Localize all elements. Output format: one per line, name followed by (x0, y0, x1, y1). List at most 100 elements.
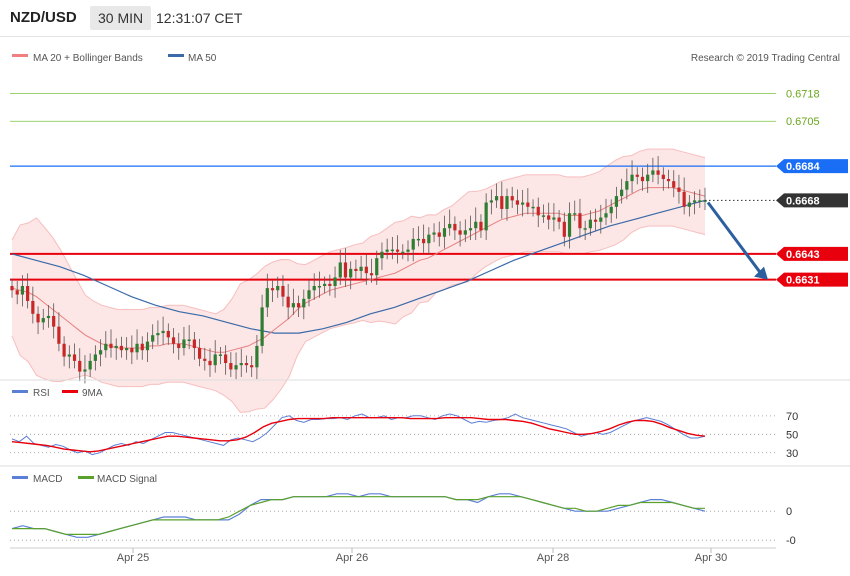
candle-body (119, 345, 124, 351)
candle-body (260, 307, 264, 346)
candle-body (515, 200, 520, 205)
x-tick-label: Apr 26 (336, 552, 368, 564)
level-label-4: 0.6631 (786, 275, 820, 287)
candle-body (510, 196, 514, 201)
candle-body (593, 219, 598, 222)
candle-body (385, 249, 389, 252)
candle-body (135, 343, 139, 353)
candle-body (656, 170, 660, 175)
candle-body (599, 217, 603, 222)
candle-body (364, 266, 368, 274)
forecast-arrow-head (754, 266, 768, 280)
rsi-tick-label: 70 (786, 411, 798, 423)
candle-body (531, 206, 535, 209)
candle-body (427, 234, 431, 244)
candle-body (276, 285, 280, 291)
header-divider (0, 36, 850, 37)
macd-legend: MACD MACD Signal (12, 474, 157, 485)
ma9-swatch (62, 390, 78, 393)
candle-body (255, 345, 259, 368)
rsi-panel: 70 50 30 (10, 411, 798, 460)
candle-body (573, 213, 577, 215)
candle-body (474, 221, 478, 229)
candle-body (489, 200, 493, 203)
x-tick-label: Apr 28 (537, 552, 569, 564)
candle-body (182, 339, 186, 349)
clock-label: 12:31:07 CET (156, 10, 243, 26)
macd-tick-label: 0 (786, 506, 792, 518)
candle-body (98, 350, 103, 355)
macd-panel: 0 -0 (10, 493, 796, 547)
legend-9ma: 9MA (82, 388, 103, 399)
candle-body (448, 223, 452, 229)
bollinger-lower-line (11, 225, 706, 413)
candle-body (234, 365, 238, 370)
candle-body (614, 196, 619, 207)
candle-body (630, 174, 634, 182)
candle-body (338, 262, 342, 278)
candle-body (677, 187, 681, 192)
candle-body (88, 360, 92, 370)
x-tick-label: Apr 30 (695, 552, 727, 564)
candle-body (31, 300, 35, 314)
level-tag-3 (776, 246, 848, 261)
ma20-line (11, 187, 706, 353)
candle-body (52, 315, 56, 327)
candle-body (578, 213, 582, 229)
candle-body (552, 217, 556, 220)
bollinger-band-fill (12, 149, 705, 413)
candle-body (83, 369, 87, 372)
candle-body (343, 262, 348, 278)
candle-body (125, 348, 129, 351)
x-axis: Apr 25 Apr 26 Apr 28 Apr 30 (117, 548, 727, 564)
candle-body (609, 206, 613, 214)
legend-macd-signal: MACD Signal (97, 474, 157, 485)
rsi-tick-label: 50 (786, 429, 798, 441)
candle-body (484, 202, 488, 231)
candle-body (312, 285, 316, 291)
candle-body (406, 249, 410, 252)
rsi-9ma-line (11, 417, 706, 453)
candle-body (208, 360, 212, 366)
candle-body (291, 303, 295, 308)
candle-body (395, 249, 400, 252)
candle-body (640, 176, 645, 182)
candle-body (411, 238, 415, 250)
candle-body (213, 354, 217, 366)
candle-body (10, 285, 14, 291)
candle-body (562, 221, 566, 237)
candle-body (437, 232, 441, 237)
candle-body (224, 354, 228, 364)
rsi-swatch (12, 390, 28, 393)
x-tick-label: Apr 25 (117, 552, 149, 564)
candle-body (333, 277, 337, 286)
price-panel: 0.6718 0.6705 0.6684 0.6643 0.6631 0.6668 (10, 88, 848, 413)
candle-body (15, 290, 19, 295)
candle-body (323, 283, 327, 286)
level-label-2: 0.6684 (786, 161, 821, 173)
candle-body (72, 354, 77, 361)
candle-body (432, 232, 436, 235)
candle-body (359, 266, 363, 272)
candle-body (93, 354, 97, 361)
candle-body (187, 339, 191, 341)
candle-body (463, 230, 467, 235)
symbol-label: NZD/USD (10, 9, 77, 26)
candle-body (672, 181, 676, 188)
level-tag-2 (776, 159, 848, 174)
candle-body (197, 348, 202, 359)
candle-body (687, 202, 691, 207)
rsi-tick-label: 30 (786, 448, 798, 460)
candle-body (270, 288, 275, 291)
candle-body (567, 213, 572, 237)
candle-body (36, 313, 40, 323)
timeframe-button[interactable]: 30 MIN (90, 6, 152, 30)
candle-body (390, 249, 394, 252)
forecast-arrow-shaft (706, 201, 763, 275)
candle-body (635, 174, 639, 177)
candle-body (302, 298, 306, 308)
level-label-0: 0.6718 (786, 88, 820, 100)
candle-body (666, 178, 671, 182)
candle-body (109, 343, 113, 349)
legend-bollinger: MA 20 + Bollinger Bands (33, 53, 143, 64)
